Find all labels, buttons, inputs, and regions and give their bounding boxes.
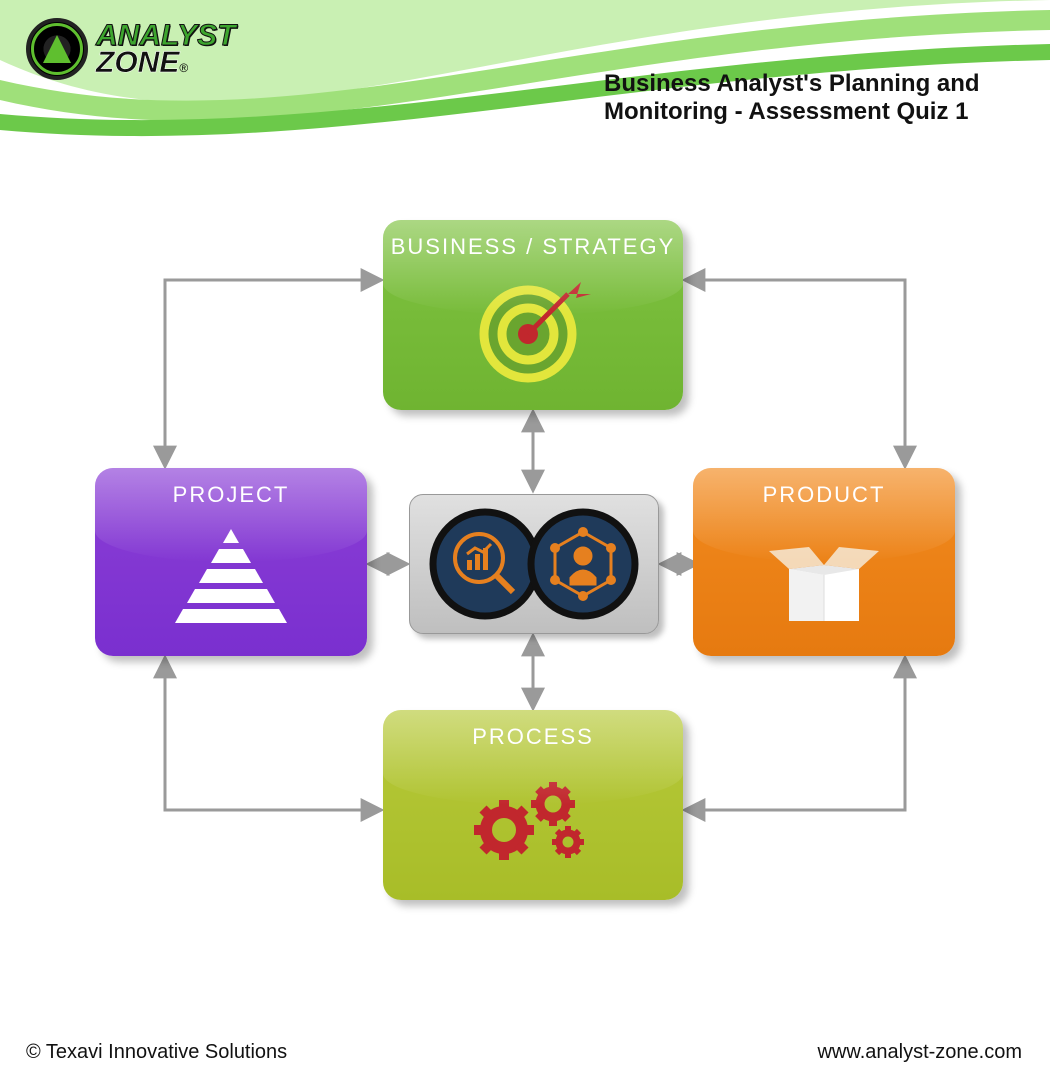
logo-mark-icon: [26, 18, 88, 80]
node-product: PRODUCT: [693, 468, 955, 656]
node-project-label: PROJECT: [95, 482, 367, 508]
node-business-strategy: BUSINESS / STRATEGY: [383, 220, 683, 410]
footer-copyright: © Texavi Innovative Solutions: [26, 1041, 287, 1064]
pyramid-icon: [95, 514, 367, 638]
page-title: Business Analyst's Planning and Monitori…: [604, 70, 1004, 126]
gears-icon: [383, 756, 683, 882]
target-icon: [383, 266, 683, 392]
node-business-strategy-label: BUSINESS / STRATEGY: [383, 234, 683, 260]
node-process-label: PROCESS: [383, 724, 683, 750]
node-product-label: PRODUCT: [693, 482, 955, 508]
brand-name-line1: ANALYST: [96, 22, 235, 49]
center-icons: [419, 504, 649, 624]
box-icon: [693, 514, 955, 638]
registered-mark: ®: [179, 61, 188, 75]
node-project: PROJECT: [95, 468, 367, 656]
node-process: PROCESS: [383, 710, 683, 900]
diagram-canvas: BUSINESS / STRATEGY PROJECT: [95, 220, 955, 960]
footer-url: www.analyst-zone.com: [817, 1041, 1022, 1064]
brand-name-line2: ZONE: [96, 46, 179, 79]
brand-logo: ANALYST ZONE®: [26, 18, 235, 80]
node-center: [409, 494, 659, 634]
